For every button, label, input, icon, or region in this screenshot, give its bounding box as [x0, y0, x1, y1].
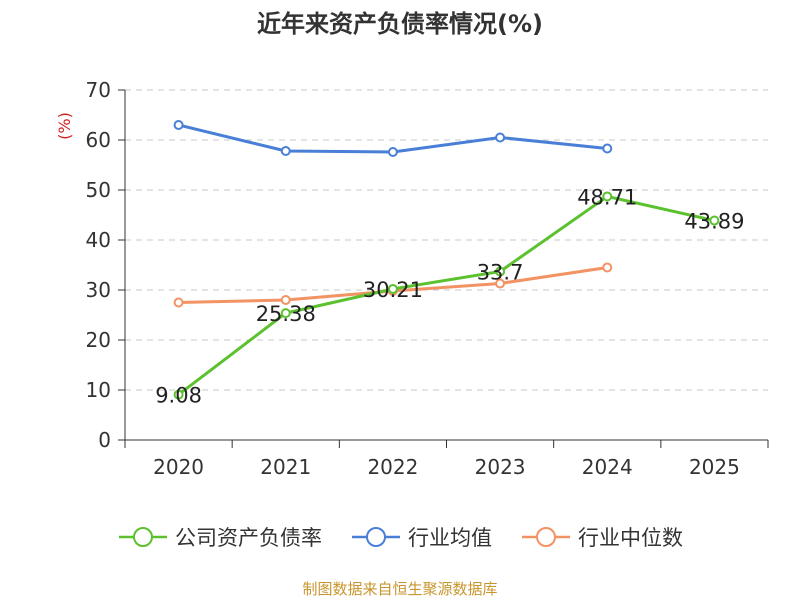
- legend: 公司资产负债率 行业均值 行业中位数: [0, 522, 800, 552]
- y-tick-label-60: 60: [86, 128, 111, 152]
- legend-label-2: 行业中位数: [578, 526, 683, 550]
- legend-swatch-0: [119, 527, 167, 547]
- data-point-0-2023: [495, 266, 506, 277]
- data-point-2-2024: [602, 262, 613, 273]
- grid-lines: [125, 89, 768, 391]
- y-tick-label-10: 10: [86, 378, 111, 402]
- x-tick-label-2022: 2022: [367, 455, 418, 479]
- y-axis-label: (%): [55, 112, 74, 140]
- legend-swatch-1: [352, 527, 400, 547]
- data-point-1-2022: [387, 147, 398, 157]
- legend-swatch-2: [522, 527, 570, 547]
- series-lines: [173, 120, 720, 400]
- data-label-2023: 33.7: [477, 261, 524, 285]
- data-label-2025: 43.89: [684, 210, 744, 234]
- legend-item-2: 行业中位数: [520, 522, 683, 552]
- y-tick-label-30: 30: [86, 278, 111, 302]
- x-tick-label-2024: 2024: [582, 455, 633, 479]
- data-point-0-2020: [173, 389, 184, 400]
- x-tick-label-2021: 2021: [260, 455, 311, 479]
- data-point-2-2021: [280, 295, 291, 305]
- data-point-2-2020: [173, 297, 184, 308]
- data-labels: 9.08 25.38 30.21 33.7 48.71 43.89: [155, 185, 744, 407]
- legend-item-1: 行业均值: [350, 522, 492, 552]
- source-note: 制图数据来自恒生聚源数据库: [302, 580, 498, 598]
- data-point-0-2022: [387, 283, 398, 294]
- data-point-0-2025: [709, 215, 720, 226]
- legend-label-1: 行业均值: [408, 526, 492, 550]
- legend-label-0: 公司资产负债率: [175, 526, 322, 550]
- series-line-0: [177, 194, 715, 396]
- y-tick-label-50: 50: [86, 178, 111, 202]
- y-tick-label-20: 20: [86, 328, 111, 352]
- data-label-2020: 9.08: [155, 384, 202, 408]
- data-label-2024: 48.71: [577, 185, 637, 209]
- x-tick-label-2025: 2025: [689, 455, 740, 479]
- data-label-2021: 25.38: [256, 302, 316, 326]
- chart-title: 近年来资产负债率情况(%): [257, 10, 543, 38]
- x-tick-label-2023: 2023: [475, 455, 526, 479]
- y-tick-label-40: 40: [86, 228, 111, 252]
- data-point-1-2023: [495, 132, 506, 143]
- data-point-1-2024: [602, 143, 613, 154]
- legend-item-0: 公司资产负债率: [117, 522, 322, 552]
- axes: 0 10 20 30 40 50 60 70 (%) 2020 2021 2022 2023 2024 20…: [55, 78, 769, 479]
- y-tick-label-0: 0: [98, 428, 111, 452]
- data-point-1-2020: [173, 120, 184, 130]
- data-point-1-2021: [280, 146, 291, 156]
- data-point-0-2021: [280, 308, 291, 319]
- y-tick-label-70: 70: [86, 78, 111, 102]
- x-tick-label-2020: 2020: [153, 455, 204, 479]
- data-point-2-2023: [495, 278, 506, 289]
- data-point-0-2024: [602, 191, 613, 202]
- data-label-2022: 30.21: [363, 278, 423, 302]
